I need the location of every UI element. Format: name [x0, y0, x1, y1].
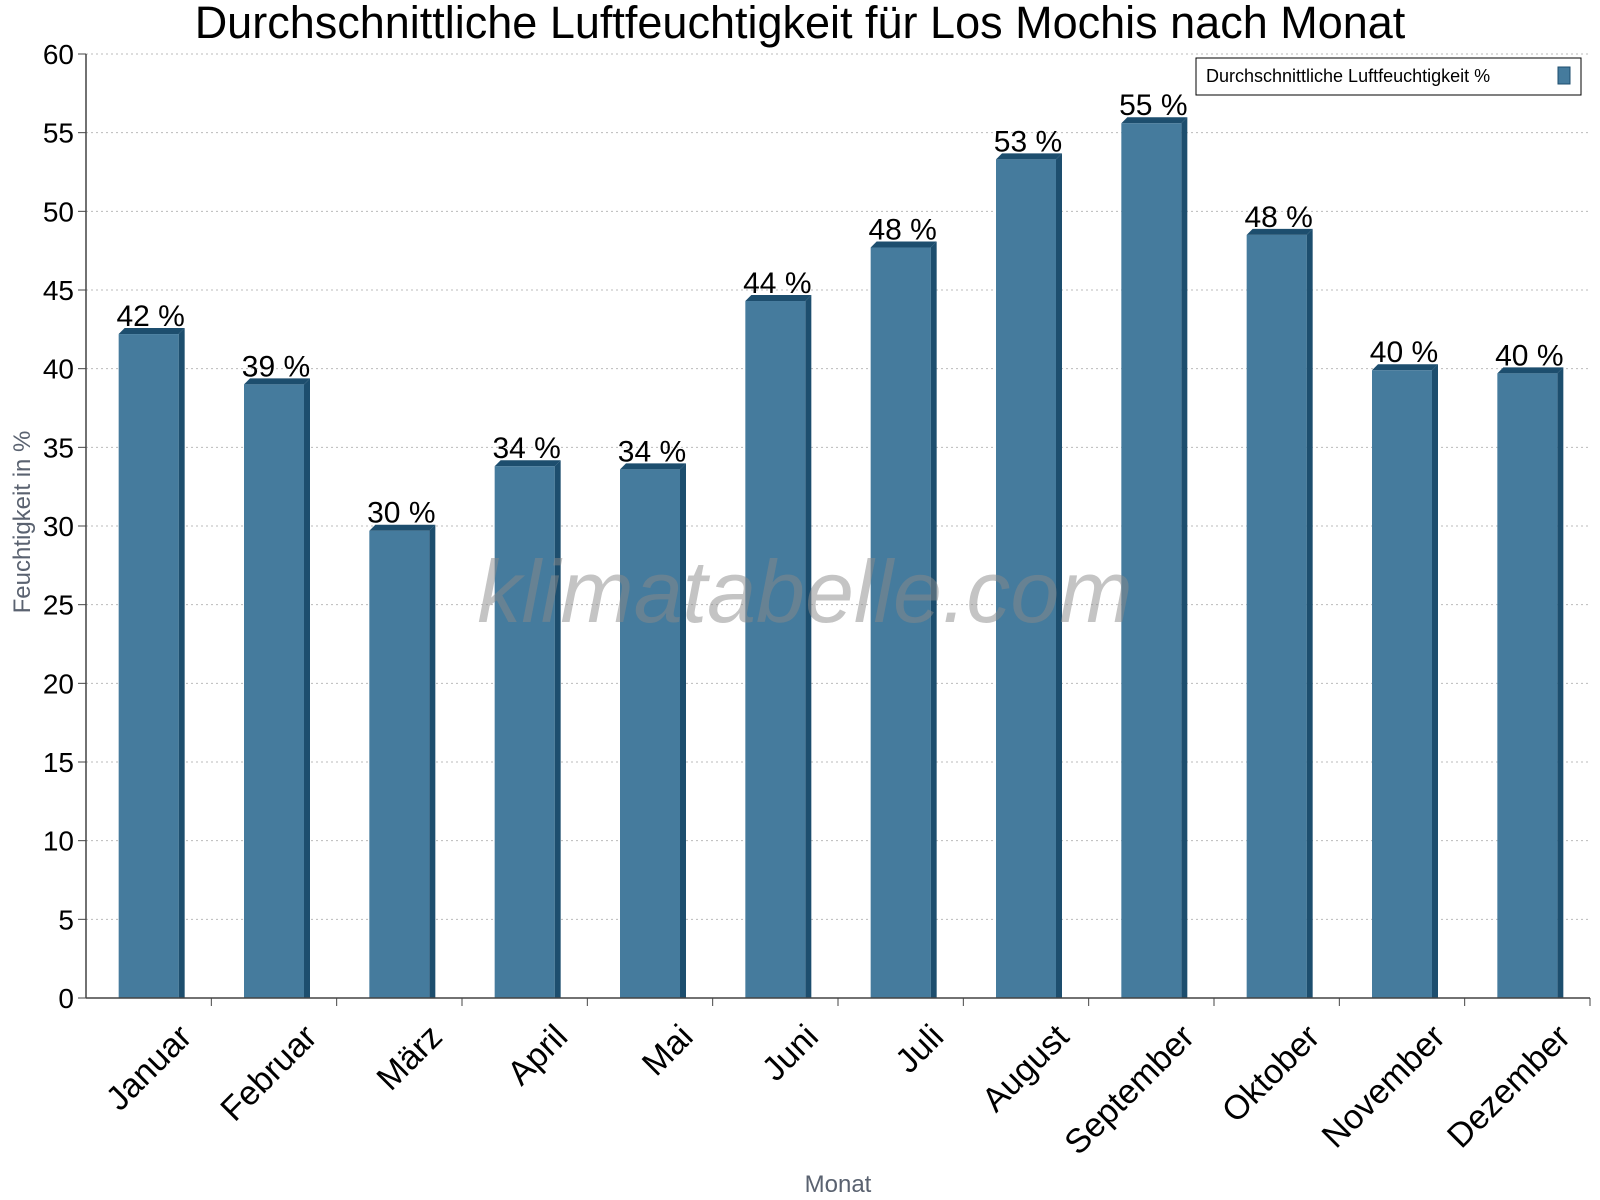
data-label: 39 % [242, 350, 310, 383]
bar-side [1432, 364, 1438, 998]
bar-top [1121, 117, 1188, 124]
y-tick-label: 0 [58, 983, 74, 1014]
data-label: 55 % [1119, 89, 1187, 122]
grid-lines [86, 53, 1590, 920]
x-axis-label: Monat [805, 1171, 872, 1198]
data-label: 40 % [1370, 336, 1438, 369]
bar [870, 247, 931, 998]
x-tick-label: März [370, 1018, 450, 1098]
data-label: 34 % [618, 435, 686, 468]
bar [1246, 234, 1307, 998]
x-tick-label: Oktober [1215, 1018, 1327, 1130]
bar-side [805, 295, 812, 999]
bar-side [1056, 153, 1062, 998]
data-label: 44 % [743, 267, 811, 300]
bar-top [494, 460, 561, 467]
data-label: 48 % [1244, 201, 1312, 234]
legend-swatch [1557, 66, 1571, 85]
bar-top [1497, 367, 1564, 374]
x-tick-labels: Januar Februar März April Mai Juni Juli AugustS… [99, 1017, 1578, 1162]
legend: Durchschnittliche Luftfeuchtigkeit % [1195, 57, 1582, 96]
bar-top [870, 241, 937, 248]
bar [1121, 123, 1182, 998]
data-labels: 42 % 39 % 30 % 34 % 34 % 44 % 48 % 53 % 55 % 48 %… [116, 89, 1563, 529]
bar-top [118, 328, 185, 335]
data-label: 34 % [492, 432, 560, 465]
x-tick-label: Dezember [1440, 1018, 1578, 1156]
bar-side [178, 328, 185, 998]
x-tick-label: Februar [213, 1018, 324, 1129]
bar-top [996, 153, 1062, 160]
bar [118, 334, 179, 998]
y-tick-label: 50 [43, 196, 74, 227]
bars [118, 117, 1564, 999]
bar-top [1246, 228, 1313, 235]
y-tick-label: 5 [58, 904, 74, 935]
data-label: 42 % [116, 300, 184, 333]
data-label: 40 % [1495, 339, 1563, 372]
bar-side [429, 524, 436, 998]
x-tick-label: Juni [755, 1018, 826, 1089]
bar-side [1306, 228, 1313, 998]
data-label: 48 % [868, 214, 936, 247]
bar-top [745, 295, 812, 302]
y-tick-label: 25 [43, 590, 74, 621]
x-tick-label: April [500, 1018, 575, 1093]
x-tick-label: Januar [99, 1018, 199, 1118]
x-tick-label: Mai [635, 1018, 701, 1084]
legend-label: Durchschnittliche Luftfeuchtigkeit % [1206, 66, 1490, 86]
y-tick-label: 55 [43, 118, 74, 149]
y-tick-label: 60 [43, 39, 74, 70]
bar-top [369, 524, 436, 531]
y-tick-labels: 0 5 10 15 20 25 30 35 40 45 50 55 60 [43, 39, 74, 1014]
bar-side [1181, 117, 1188, 998]
data-label: 53 % [994, 125, 1062, 158]
bar [1372, 370, 1432, 998]
bar-side [554, 460, 561, 998]
bar-side [680, 463, 686, 998]
y-tick-label: 45 [43, 275, 74, 306]
bar-top [244, 378, 310, 385]
axes [78, 53, 1591, 1006]
y-tick-label: 10 [43, 826, 74, 857]
y-tick-label: 30 [43, 511, 74, 542]
data-label: 30 % [367, 497, 435, 530]
watermark: klimatabelle.com [477, 542, 1132, 641]
bar-side [304, 378, 310, 998]
bar [369, 530, 430, 998]
x-tick-label: Juli [888, 1018, 951, 1081]
bar [494, 466, 555, 998]
x-tick-label: August [975, 1017, 1077, 1119]
bar-side [930, 241, 937, 998]
bar [620, 469, 680, 998]
bar-top [620, 463, 686, 470]
legend-box [1195, 57, 1582, 96]
y-tick-label: 20 [43, 668, 74, 699]
y-tick-label: 40 [43, 354, 74, 385]
bar [1497, 373, 1558, 998]
bar-top [1372, 364, 1438, 371]
x-tick-label: September [1057, 1018, 1201, 1162]
bar-side [1557, 367, 1564, 998]
x-tick-label: November [1315, 1018, 1453, 1156]
bar [996, 159, 1056, 998]
y-tick-label: 35 [43, 432, 74, 463]
y-axis-label: Feuchtigkeit in % [9, 431, 36, 614]
bar [244, 384, 304, 998]
chart-title: Durchschnittliche Luftfeuchtigkeit für L… [195, 0, 1406, 48]
bar [745, 301, 806, 999]
y-tick-label: 15 [43, 747, 74, 778]
